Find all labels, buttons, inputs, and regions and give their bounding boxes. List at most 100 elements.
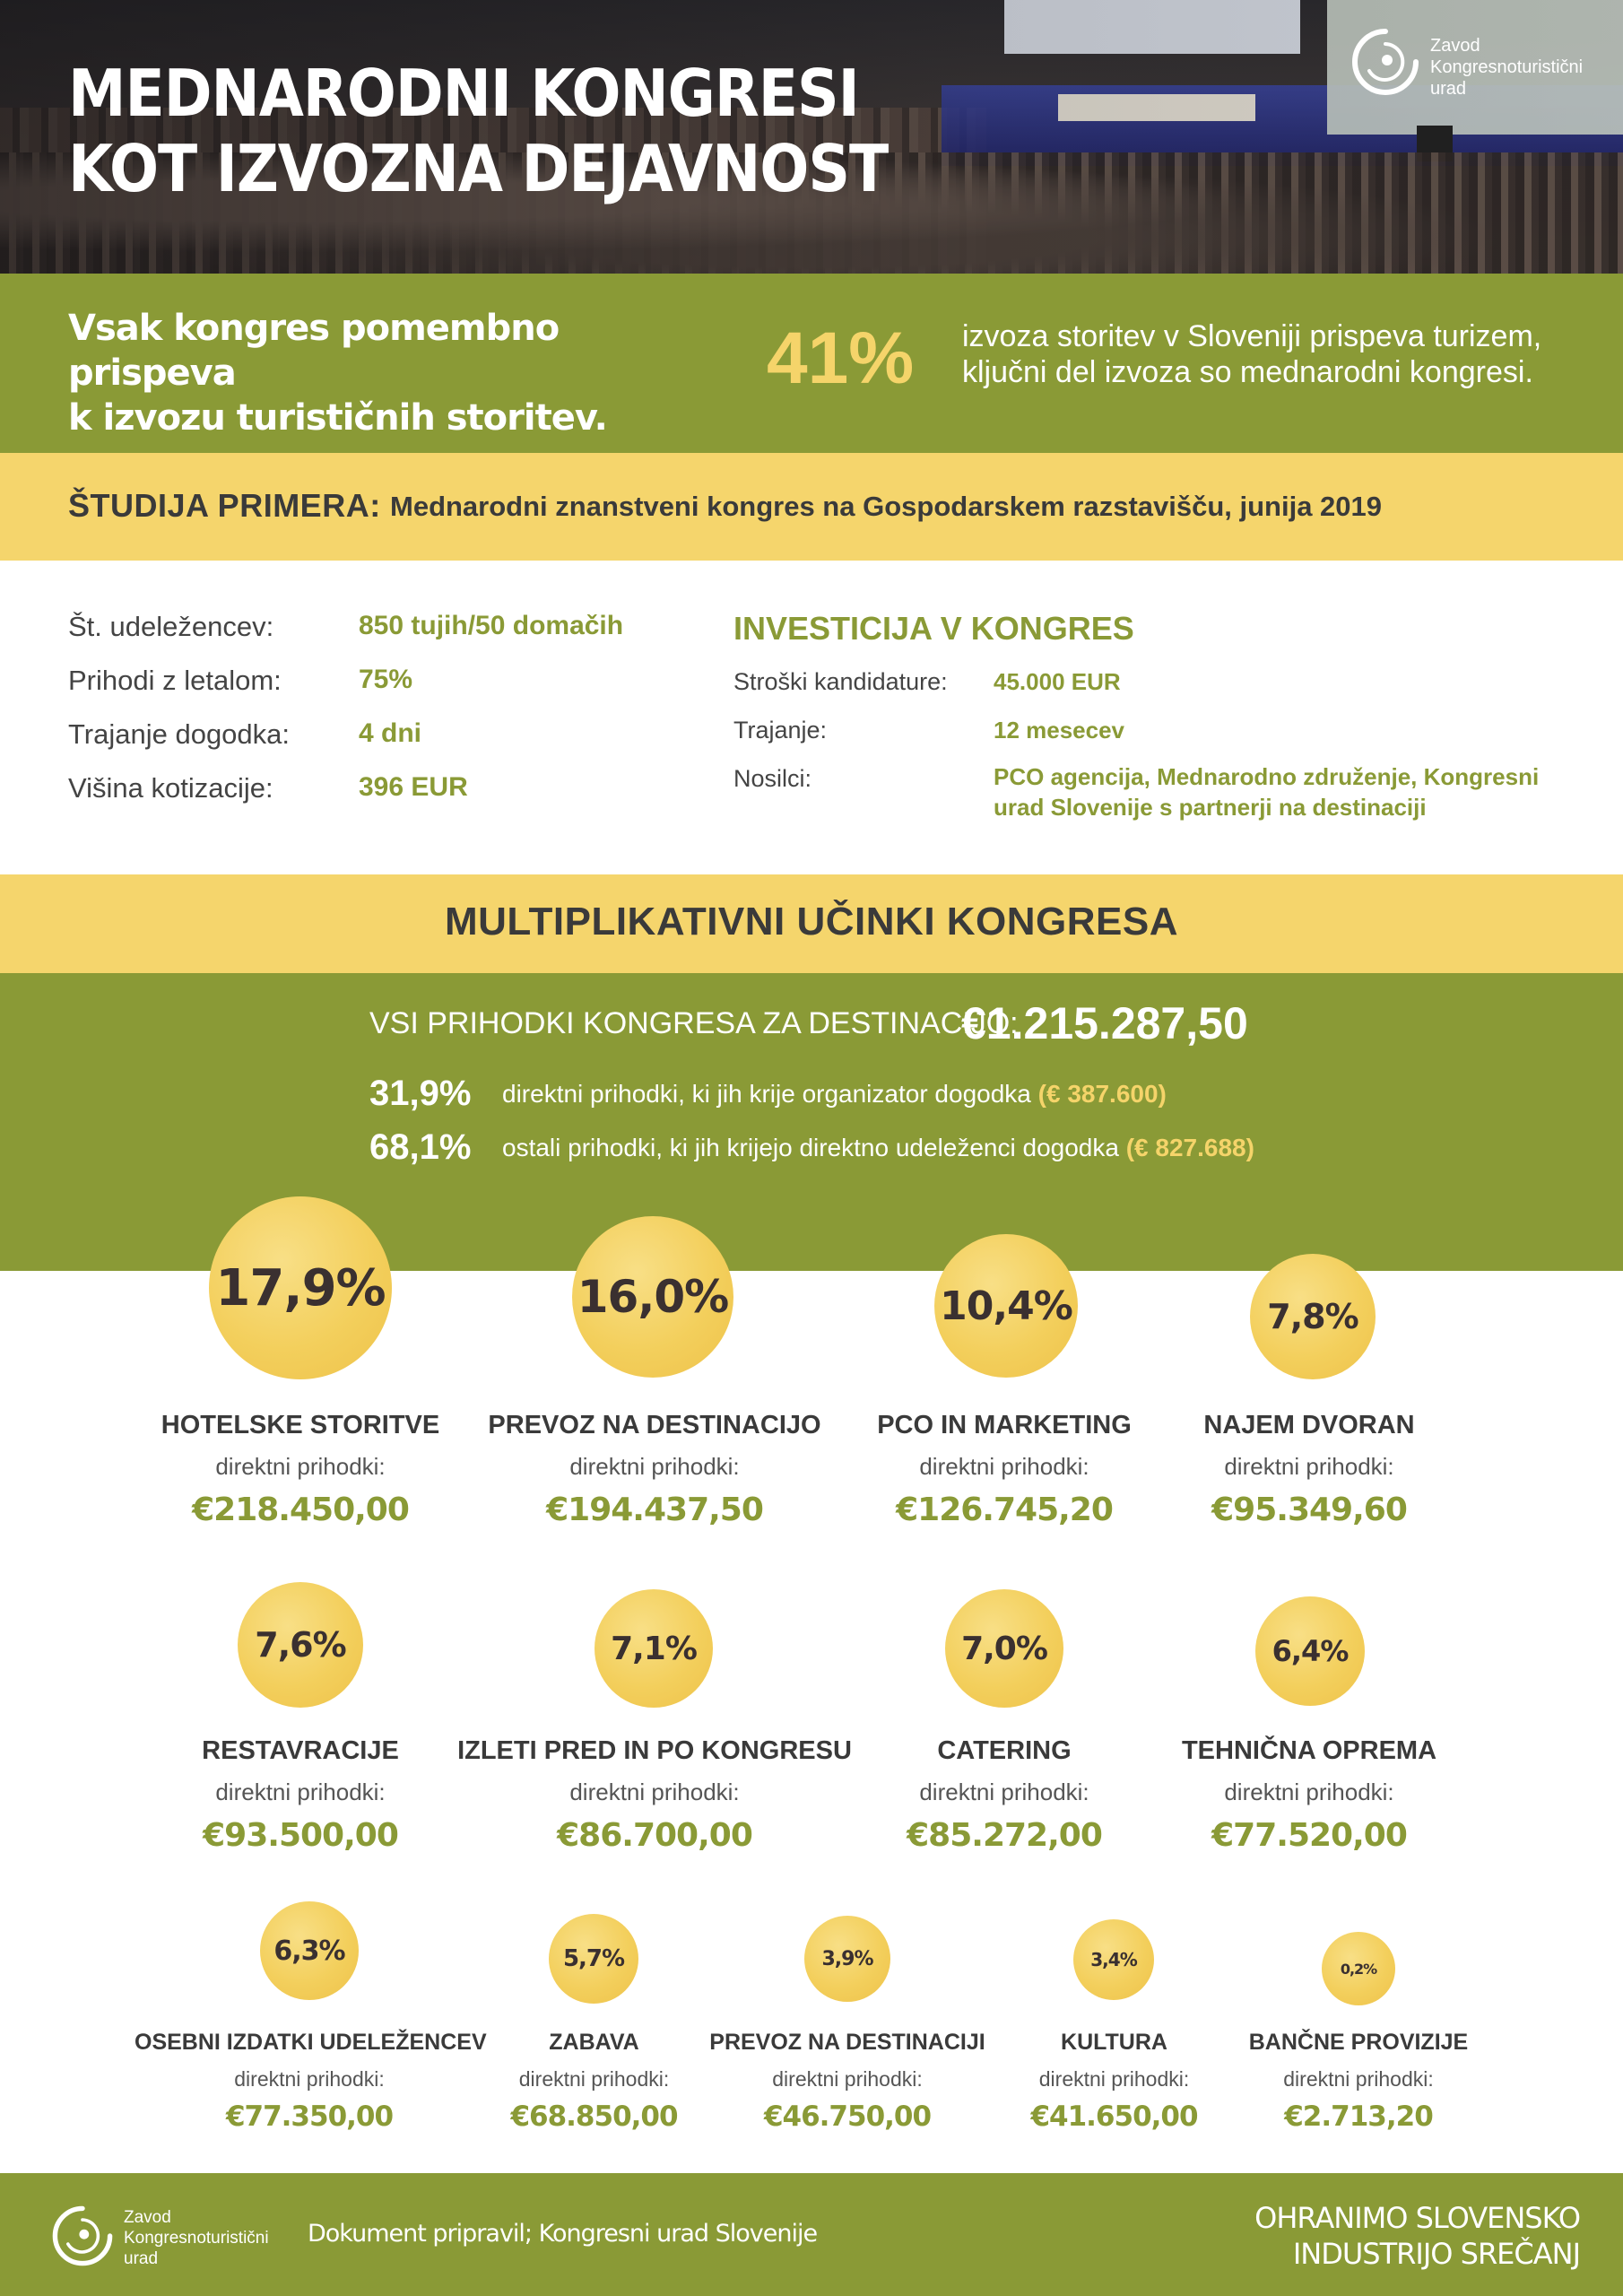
category-sublabel: direktni prihodki: <box>518 2067 670 2091</box>
category-sublabel: direktni prihodki: <box>1038 2067 1190 2091</box>
category-sublabel: direktni prihodki: <box>215 1453 386 1480</box>
category-sublabel: direktni prihodki: <box>1224 1453 1394 1480</box>
case-study-label: ŠTUDIJA PRIMERA: <box>68 487 381 524</box>
case-details: Št. udeležencev: 850 tujih/50 domačih Pr… <box>0 561 1623 874</box>
category-sublabel: direktni prihodki: <box>215 1779 386 1805</box>
category-name: NAJEM DVORAN <box>1203 1411 1415 1439</box>
category-sublabel: direktni prihodki: <box>234 2067 385 2091</box>
category-sublabel: direktni prihodki: <box>569 1779 740 1805</box>
intro-lead: Vsak kongres pomembno prispeva k izvozu … <box>68 308 608 439</box>
detail-label: Višina kotizacije: <box>68 772 273 804</box>
category-amount: €41.650,00 <box>1030 2100 1198 2133</box>
category-item: 7,1% IZLETI PRED IN PO KONGRESU direktni… <box>453 1578 856 1866</box>
share-circle: 10,4% <box>934 1234 1078 1378</box>
category-name: BANČNE PROVIZIJE <box>1248 2030 1469 2055</box>
detail-value: 850 tujih/50 domačih <box>359 611 624 640</box>
logo-swirl-icon <box>52 2205 113 2266</box>
split-percent: 31,9% <box>369 1074 472 1113</box>
footer-logo: Zavod Kongresnoturistični urad <box>50 2200 283 2281</box>
category-name: KULTURA <box>1061 2030 1167 2055</box>
category-amount: €218.450,00 <box>192 1492 410 1528</box>
total-value: €1.215.287,50 <box>961 998 1248 1048</box>
share-circle: 5,7% <box>549 1914 638 2004</box>
split-text: direktni prihodki, ki jih krije organiza… <box>502 1080 1167 1108</box>
intro-band: Vsak kongres pomembno prispeva k izvozu … <box>0 274 1623 453</box>
detail-label: Prihodi z letalom: <box>68 665 282 696</box>
category-name: IZLETI PRED IN PO KONGRESU <box>457 1736 852 1765</box>
category-amount: €93.500,00 <box>203 1817 399 1854</box>
category-amount: €95.349,60 <box>1211 1492 1408 1528</box>
category-amount: €2.713,20 <box>1284 2100 1434 2133</box>
prepared-by: Dokument pripravil; Kongresni urad Slove… <box>308 2220 818 2248</box>
detail-label: Trajanje dogodka: <box>68 718 291 750</box>
investment-value: 12 mesecev <box>994 717 1125 744</box>
category-name: CATERING <box>937 1736 1072 1765</box>
category-name: PREVOZ NA DESTINACIJO <box>488 1411 821 1439</box>
category-name: ZABAVA <box>549 2030 639 2055</box>
detail-label: Št. udeležencev: <box>68 611 274 642</box>
detail-value: 4 dni <box>359 718 422 748</box>
category-amount: €77.520,00 <box>1211 1817 1408 1854</box>
share-circle: 3,9% <box>804 1916 890 2002</box>
footer-slogan: OHRANIMO SLOVENSKO INDUSTRIJO SREČANJ <box>1254 2201 1581 2271</box>
export-percent: 41% <box>767 317 915 399</box>
category-sublabel: direktni prihodki: <box>1283 2067 1434 2091</box>
export-percent-text: izvoza storitev v Sloveniji prispeva tur… <box>962 319 1542 389</box>
category-item: 10,4% PCO IN MARKETING direktni prihodki… <box>861 1193 1148 1547</box>
multiplier-bar: MULTIPLIKATIVNI UČINKI KONGRESA <box>0 874 1623 973</box>
share-circle: 6,3% <box>260 1901 359 2000</box>
category-name: OSEBNI IZDATKI UDELEŽENCEV <box>135 2030 487 2055</box>
category-item: 3,4% KULTURA direktni prihodki: €41.650,… <box>1013 1901 1215 2135</box>
category-amount: €194.437,50 <box>546 1492 764 1528</box>
category-amount: €46.750,00 <box>763 2100 932 2133</box>
category-item: 5,7% ZABAVA direktni prihodki: €68.850,0… <box>502 1901 686 2135</box>
split-percent: 68,1% <box>369 1127 472 1167</box>
page-title: MEDNARODNI KONGRESI KOT IZVOZNA DEJAVNOS… <box>68 56 889 206</box>
detail-value: 396 EUR <box>359 772 468 802</box>
multiplier-title: MULTIPLIKATIVNI UČINKI KONGRESA <box>444 900 1179 944</box>
category-amount: €77.350,00 <box>225 2100 394 2133</box>
hero-banner: MEDNARODNI KONGRESI KOT IZVOZNA DEJAVNOS… <box>0 0 1623 274</box>
category-item: 16,0% PREVOZ NA DESTINACIJO direktni pri… <box>484 1193 825 1547</box>
case-study-bar: ŠTUDIJA PRIMERA: Mednarodni znanstveni k… <box>0 453 1623 561</box>
category-item: 17,9% HOTELSKE STORITVE direktni prihodk… <box>143 1193 457 1547</box>
category-sublabel: direktni prihodki: <box>772 2067 923 2091</box>
case-study-title: Mednarodni znanstveni kongres na Gospoda… <box>390 491 1383 522</box>
share-circle: 16,0% <box>572 1216 733 1378</box>
category-name: TEHNIČNA OPREMA <box>1181 1736 1437 1765</box>
category-sublabel: direktni prihodki: <box>1224 1779 1394 1805</box>
investment-label: Trajanje: <box>733 717 828 744</box>
split-amount: (€ 827.688) <box>1125 1134 1254 1161</box>
category-item: 7,6% RESTAVRACIJE direktni prihodki: €93… <box>166 1578 435 1866</box>
total-label: VSI PRIHODKI KONGRESA ZA DESTINACIJO: <box>369 1006 1019 1040</box>
category-item: 0,2% BANČNE PROVIZIJE direktni prihodki:… <box>1237 1901 1480 2135</box>
category-item: 6,4% TEHNIČNA OPREMA direktni prihodki: … <box>1166 1578 1453 1866</box>
category-name: RESTAVRACIJE <box>202 1736 399 1765</box>
share-circle: 7,1% <box>595 1589 713 1708</box>
category-item: 7,8% NAJEM DVORAN direktni prihodki: €95… <box>1175 1193 1444 1547</box>
category-name: HOTELSKE STORITVE <box>161 1411 440 1439</box>
share-circle: 0,2% <box>1322 1932 1395 2005</box>
category-amount: €85.272,00 <box>907 1817 1103 1854</box>
share-circle: 17,9% <box>209 1196 392 1379</box>
category-amount: €126.745,20 <box>896 1492 1114 1528</box>
category-sublabel: direktni prihodki: <box>919 1779 1089 1805</box>
share-circle: 7,6% <box>238 1582 363 1708</box>
detail-value: 75% <box>359 665 413 694</box>
category-name: PCO IN MARKETING <box>877 1411 1132 1439</box>
investment-value: 45.000 EUR <box>994 668 1121 695</box>
share-circle: 6,4% <box>1255 1596 1365 1706</box>
investment-title: INVESTICIJA V KONGRES <box>733 610 1134 647</box>
investment-label: Stroški kandidature: <box>733 668 948 695</box>
investment-value: PCO agencija, Mednarodno združenje, Kong… <box>994 763 1540 821</box>
share-circle: 7,0% <box>945 1589 1063 1708</box>
share-circle: 7,8% <box>1250 1254 1376 1379</box>
share-circle: 3,4% <box>1073 1919 1154 2000</box>
split-amount: (€ 387.600) <box>1037 1080 1167 1108</box>
category-sublabel: direktni prihodki: <box>919 1453 1089 1480</box>
category-amount: €68.850,00 <box>510 2100 678 2133</box>
logo-swirl-icon <box>1352 29 1419 95</box>
split-text: ostali prihodki, ki jih krijejo direktno… <box>502 1134 1254 1161</box>
category-item: 7,0% CATERING direktni prihodki: €85.272… <box>888 1578 1121 1866</box>
category-name: PREVOZ NA DESTINACIJI <box>709 2030 985 2055</box>
